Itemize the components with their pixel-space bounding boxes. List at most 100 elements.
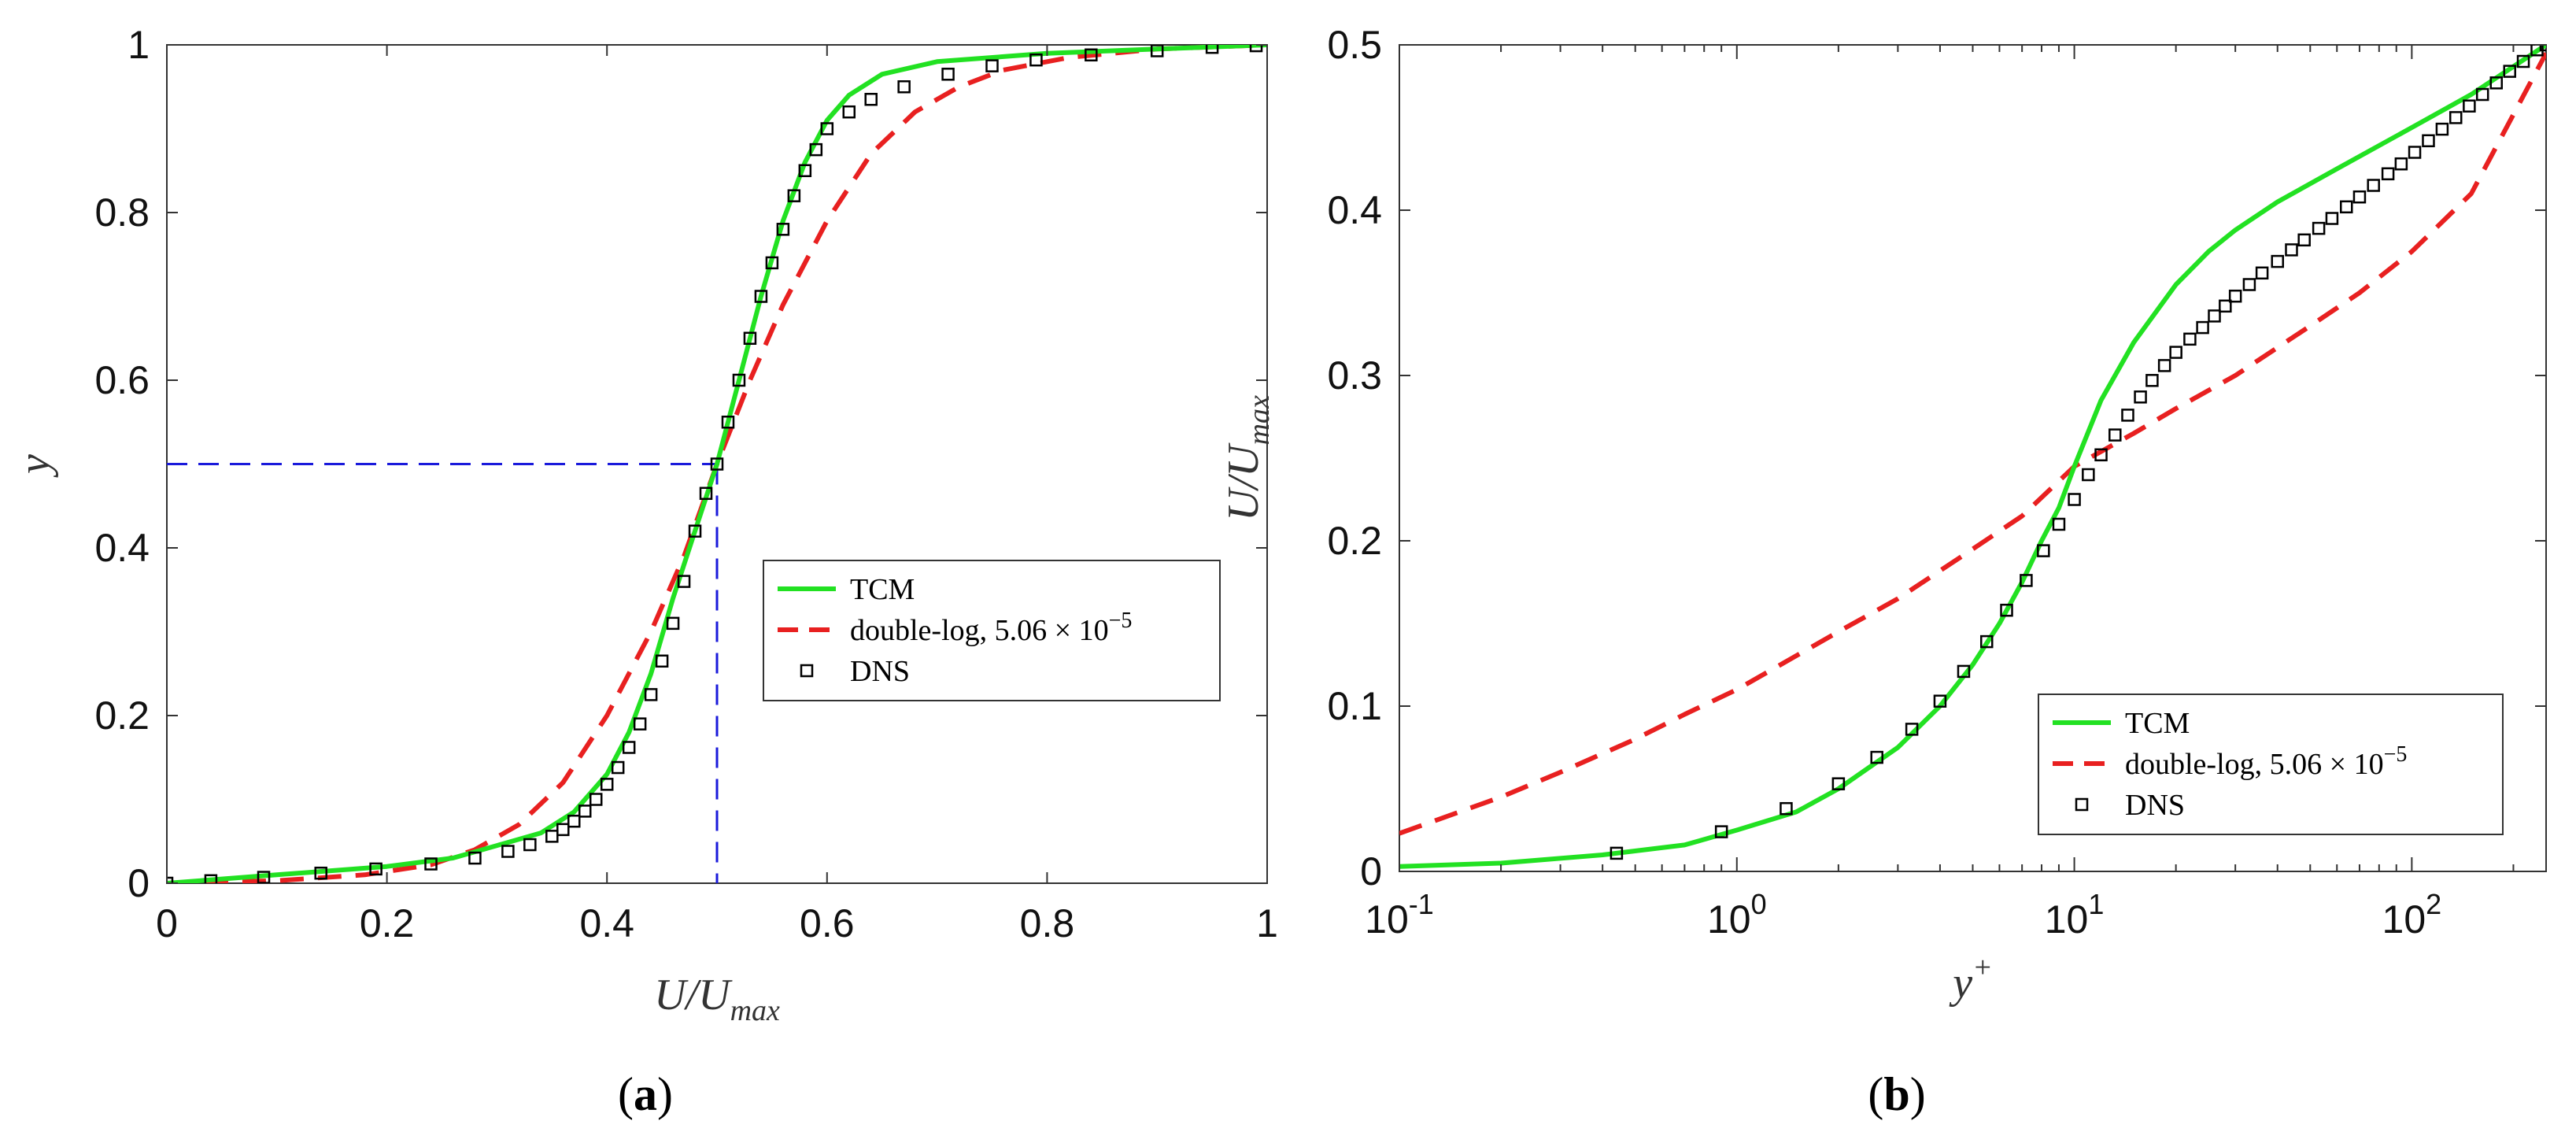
x-tick-base: 10	[1365, 897, 1409, 941]
dns-marker	[941, 68, 955, 81]
dns-marker	[897, 80, 911, 94]
dns-marker	[2367, 179, 2380, 192]
dns-marker	[1870, 750, 1883, 764]
dns-marker	[2108, 428, 2122, 442]
dns-marker	[765, 256, 779, 270]
y-axis-label-base: y	[10, 454, 59, 478]
x-tick-label: 1	[1256, 901, 1278, 945]
y-tick-label: 0.2	[1327, 519, 1382, 563]
dns-marker	[2208, 309, 2221, 323]
dns-marker	[2255, 266, 2269, 280]
dns-marker	[2196, 320, 2209, 335]
x-tick-exponent: 0	[1751, 888, 1767, 920]
legend-swatch-marker	[800, 664, 814, 678]
dns-marker	[864, 92, 878, 106]
dns-marker	[2271, 254, 2284, 268]
dns-marker	[2422, 134, 2435, 148]
dns-marker	[2516, 54, 2530, 68]
y-tick-label: 0.1	[1327, 684, 1382, 728]
dns-marker	[842, 105, 856, 119]
dns-marker	[2183, 332, 2197, 346]
legend-label: TCM	[2125, 707, 2190, 740]
y-axis-label-base: U/U	[1219, 442, 1268, 521]
dns-marker	[2219, 299, 2232, 313]
dns-marker	[611, 760, 625, 775]
dns-marker	[545, 830, 559, 843]
dns-marker	[2340, 200, 2353, 214]
dns-marker	[2449, 111, 2463, 124]
x-axis-label-sub: max	[730, 994, 780, 1027]
x-tick-label: 0.8	[1020, 901, 1075, 945]
dns-marker	[2145, 374, 2159, 387]
plot-area	[167, 45, 1267, 883]
dns-marker	[710, 457, 724, 471]
tcm-series-line	[167, 45, 1267, 883]
dns-marker	[2325, 212, 2339, 225]
dns-marker	[622, 741, 636, 754]
legend-label: TCM	[850, 573, 915, 606]
y-axis-label: U/Umax	[1219, 395, 1276, 521]
y-tick-label: 0.4	[94, 526, 150, 570]
dns-marker	[2503, 65, 2516, 78]
y-tick-label: 0	[1360, 849, 1382, 893]
x-tick-label: 0.6	[800, 901, 855, 945]
legend: TCM double-log, 5.06 × 10−5 DNS	[2038, 694, 2504, 835]
dns-marker	[1205, 45, 1219, 54]
x-tick-label: 0.4	[579, 901, 634, 945]
dns-marker	[985, 59, 999, 72]
dns-marker	[1979, 634, 1994, 649]
dns-marker	[2297, 233, 2311, 247]
legend-label-text: TCM	[2125, 707, 2190, 740]
dns-marker	[2312, 221, 2326, 235]
dns-marker	[2435, 122, 2449, 136]
dns-marker	[666, 616, 680, 631]
dns-marker	[2068, 493, 2081, 506]
dns-marker	[2020, 574, 2033, 587]
dns-marker	[1957, 664, 1971, 679]
dns-marker	[2285, 243, 2298, 257]
dns-marker	[314, 866, 327, 880]
dns-marker	[1905, 723, 1919, 736]
y-tick-label: 0	[128, 861, 150, 905]
dns-marker	[2082, 468, 2095, 482]
y-tick-label: 0.5	[1327, 23, 1382, 67]
dns-marker	[204, 874, 218, 883]
legend-label-text: double-log, 5.06 × 10	[850, 614, 1109, 647]
x-axis-label: U/Umax	[654, 971, 780, 1027]
dns-marker	[2228, 289, 2242, 303]
dns-marker	[655, 654, 669, 668]
dns-marker	[468, 851, 482, 865]
legend-label-text: DNS	[2125, 789, 2185, 822]
x-tick-exponent: 2	[2426, 888, 2441, 920]
x-tick-label: 0	[156, 901, 178, 945]
x-tick-label: 100	[1707, 888, 1767, 941]
x-tick-exponent: -1	[1409, 888, 1434, 920]
x-axis-label-base: U/U	[654, 971, 733, 1019]
dns-marker	[2489, 76, 2503, 90]
double-log-series-line	[1399, 52, 2546, 836]
dns-marker	[787, 189, 801, 202]
dns-marker	[2169, 346, 2182, 359]
legend-swatch-marker	[2075, 797, 2089, 812]
dns-marker	[424, 857, 438, 871]
dns-marker	[2475, 87, 2489, 102]
x-axis-label-base: y	[1949, 959, 1972, 1008]
dns-marker	[369, 862, 383, 876]
y-tick-label: 0.6	[94, 358, 150, 402]
legend-label-sup: −5	[2384, 742, 2408, 767]
y-tick-label: 0.4	[1327, 188, 1382, 232]
dns-marker	[501, 845, 515, 858]
y-axis-label: y	[10, 454, 59, 478]
dns-marker	[721, 416, 735, 429]
x-tick-label: 10-1	[1365, 888, 1434, 941]
dns-marker	[644, 688, 658, 701]
chart-panel-b: 00.10.20.30.40.510-1 100 101 102y+U/UmaxTCM…	[1219, 23, 2547, 1008]
legend-label-text: double-log, 5.06 × 10	[2125, 748, 2384, 781]
dns-marker	[809, 142, 823, 157]
x-tick-base: 10	[1707, 897, 1751, 941]
x-tick-exponent: 1	[2088, 888, 2104, 920]
dns-marker	[743, 331, 757, 345]
x-axis-label: y+	[1949, 951, 1993, 1008]
dns-marker	[776, 223, 790, 236]
dns-marker	[798, 164, 812, 177]
